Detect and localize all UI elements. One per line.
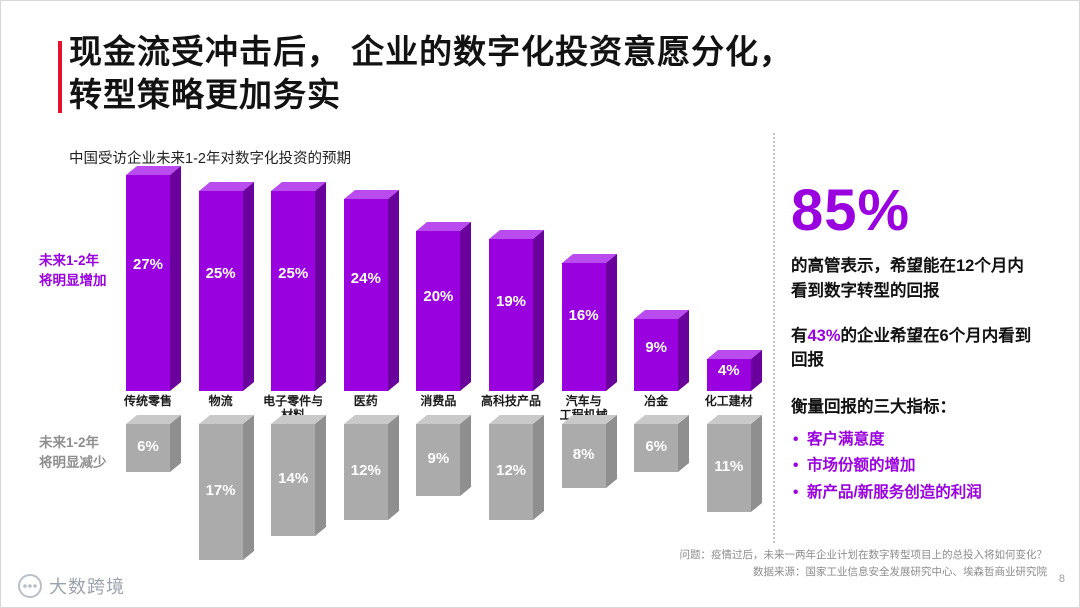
legend-increase-label: 未来1-2年 将明显增加 bbox=[39, 253, 107, 288]
bar-decrease-value-8: 11% bbox=[714, 458, 744, 475]
bar-increase-5 bbox=[489, 230, 544, 391]
bar-increase-value-1: 25% bbox=[205, 265, 236, 282]
vertical-dotted-divider bbox=[773, 133, 775, 543]
metric-item-customer-satisfaction: 客户满意度 bbox=[791, 427, 1053, 454]
bar-increase-7 bbox=[634, 310, 690, 391]
category-label-7: 冶金 bbox=[644, 394, 669, 408]
title-accent-bar bbox=[58, 41, 62, 113]
bar-increase-value-5: 19% bbox=[495, 292, 527, 310]
bar-increase-value-6: 16% bbox=[568, 306, 599, 324]
bar-increase-value-4: 20% bbox=[423, 288, 454, 306]
bar-decrease-value-6: 8% bbox=[572, 446, 595, 463]
bar-increase-6 bbox=[561, 254, 617, 391]
bar-increase-8 bbox=[706, 350, 762, 391]
category-label-5: 高科技产品 bbox=[480, 394, 541, 408]
bar-decrease-4 bbox=[416, 415, 472, 496]
logo: 大数跨境 bbox=[17, 573, 125, 599]
metric-item-new-product-profit: 新产品/新服务创造的利润 bbox=[791, 480, 1053, 507]
category-label-3: 医药 bbox=[353, 394, 378, 408]
bar-decrease-5 bbox=[489, 415, 544, 520]
bar-decrease-value-1: 17% bbox=[205, 482, 236, 499]
bar-decrease-value-7: 6% bbox=[645, 438, 668, 455]
bar-decrease-value-0: 6% bbox=[137, 438, 159, 455]
insights-panel: 85% 的高管表示，希望能在12个月内看到数字转型的回报 有43%的企业希望在6… bbox=[791, 177, 1053, 506]
bar-decrease-value-5: 12% bbox=[495, 462, 527, 479]
stat-85: 85% bbox=[791, 178, 911, 243]
page-number: 8 bbox=[1058, 573, 1065, 585]
bar-decrease-3 bbox=[343, 415, 399, 520]
bar-decrease-value-3: 12% bbox=[350, 462, 381, 479]
page-title: 现金流受冲击后， 企业的数字化投资意愿分化， 转型策略更加务实 bbox=[69, 31, 793, 117]
title-line2: 转型策略更加务实 bbox=[69, 75, 341, 113]
category-label-4: 消费品 bbox=[420, 394, 457, 408]
legend-decrease-label: 未来1-2年 将明显减少 bbox=[39, 435, 107, 470]
stat-43-line: 有43%的企业希望在6个月内看到回报 bbox=[791, 324, 1033, 374]
logo-text: 大数跨境 bbox=[49, 577, 125, 597]
bar-increase-value-8: 4% bbox=[717, 362, 740, 380]
chart-subtitle: 中国受访企业未来1-2年对数字化投资的预期 bbox=[69, 151, 351, 167]
bar-decrease-1 bbox=[198, 415, 254, 560]
bar-decrease-8 bbox=[706, 415, 762, 512]
footnote: 问题：疫情过后，未来一两年企业计划在数字转型项目上的总投入将如何变化？ 数据来源… bbox=[680, 547, 1048, 581]
logo-icon bbox=[18, 574, 42, 598]
bar-increase-value-7: 9% bbox=[645, 339, 668, 357]
bar-increase-4 bbox=[416, 222, 472, 391]
bar-increase-3 bbox=[343, 190, 399, 391]
bar-decrease-value-2: 14% bbox=[278, 470, 309, 487]
category-label-0: 传统零售 bbox=[123, 394, 172, 408]
stat-43-suffix: 的企业希望在6个月内看到回报 bbox=[791, 326, 1032, 370]
category-label-8: 化工建材 bbox=[704, 394, 753, 408]
metric-item-market-share: 市场份额的增加 bbox=[791, 453, 1053, 480]
category-label-1: 物流 bbox=[208, 394, 233, 408]
metrics-list: 客户满意度 市场份额的增加 新产品/新服务创造的利润 bbox=[791, 427, 1053, 506]
bar-decrease-2 bbox=[271, 415, 327, 536]
bar-increase-0 bbox=[126, 166, 181, 391]
bar-increase-1 bbox=[198, 182, 254, 391]
bar-increase-value-3: 24% bbox=[350, 269, 381, 287]
bar-increase-value-0: 27% bbox=[132, 255, 164, 273]
title-line1: 现金流受冲击后， 企业的数字化投资意愿分化， bbox=[69, 33, 794, 70]
footnote-question: 问题：疫情过后，未来一两年企业计划在数字转型项目上的总投入将如何变化？ bbox=[679, 549, 1048, 562]
bar-decrease-0 bbox=[126, 415, 181, 472]
stat-43-prefix: 有 bbox=[791, 326, 808, 345]
bar-decrease-value-4: 9% bbox=[427, 450, 450, 467]
bar-decrease-6 bbox=[561, 415, 617, 488]
bar-increase-value-2: 25% bbox=[278, 265, 309, 282]
footnote-source: 数据来源：国家工业信息安全发展研究中心、埃森哲商业研究院 bbox=[753, 566, 1047, 579]
metrics-title: 衡量回报的三大指标： bbox=[791, 398, 956, 416]
bar-decrease-7 bbox=[634, 415, 690, 472]
stat-43-value: 43% bbox=[807, 326, 841, 345]
bar-increase-2 bbox=[271, 182, 327, 391]
stat-85-description: 的高管表示，希望能在12个月内看到数字转型的回报 bbox=[791, 257, 1024, 300]
